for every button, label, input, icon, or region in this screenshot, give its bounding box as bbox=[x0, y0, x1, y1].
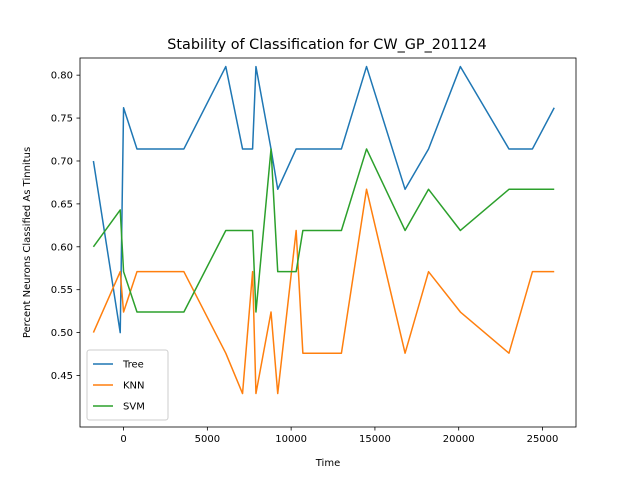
x-tick-label: 15000 bbox=[359, 434, 391, 445]
legend: Tree KNN SVM bbox=[86, 349, 169, 421]
x-tick-label: 10000 bbox=[275, 434, 307, 445]
x-tick-label: 0 bbox=[120, 434, 126, 445]
legend-label-svm: SVM bbox=[123, 402, 145, 413]
plot-area-frame bbox=[79, 57, 577, 428]
legend-box bbox=[86, 349, 169, 421]
x-axis: 0 5000 10000 15000 20000 25000 bbox=[120, 427, 558, 445]
y-axis: 0.45 0.50 0.55 0.60 0.65 0.70 0.75 0.80 bbox=[51, 71, 80, 382]
y-tick-label: 0.70 bbox=[51, 156, 73, 167]
x-tick-label: 5000 bbox=[195, 434, 220, 445]
chart-title: Stability of Classification for CW_GP_20… bbox=[167, 37, 487, 53]
plot-series bbox=[92, 65, 555, 395]
y-tick-label: 0.50 bbox=[51, 328, 73, 339]
series-line-knn bbox=[92, 188, 555, 395]
y-tick-label: 0.65 bbox=[51, 199, 73, 210]
x-tick-label: 20000 bbox=[443, 434, 475, 445]
series-line-tree bbox=[92, 65, 555, 334]
legend-label-tree: Tree bbox=[122, 360, 144, 371]
x-axis-label: Time bbox=[315, 458, 340, 469]
y-tick-label: 0.60 bbox=[51, 242, 73, 253]
series-line-svm bbox=[92, 148, 555, 313]
y-tick-label: 0.45 bbox=[51, 371, 73, 382]
y-tick-label: 0.75 bbox=[51, 114, 73, 125]
y-tick-label: 0.55 bbox=[51, 285, 73, 296]
x-tick-label: 25000 bbox=[527, 434, 559, 445]
y-tick-label: 0.80 bbox=[51, 71, 73, 82]
y-axis-label: Percent Neurons Classified As Tinnitus bbox=[22, 147, 33, 338]
legend-label-knn: KNN bbox=[123, 381, 145, 392]
